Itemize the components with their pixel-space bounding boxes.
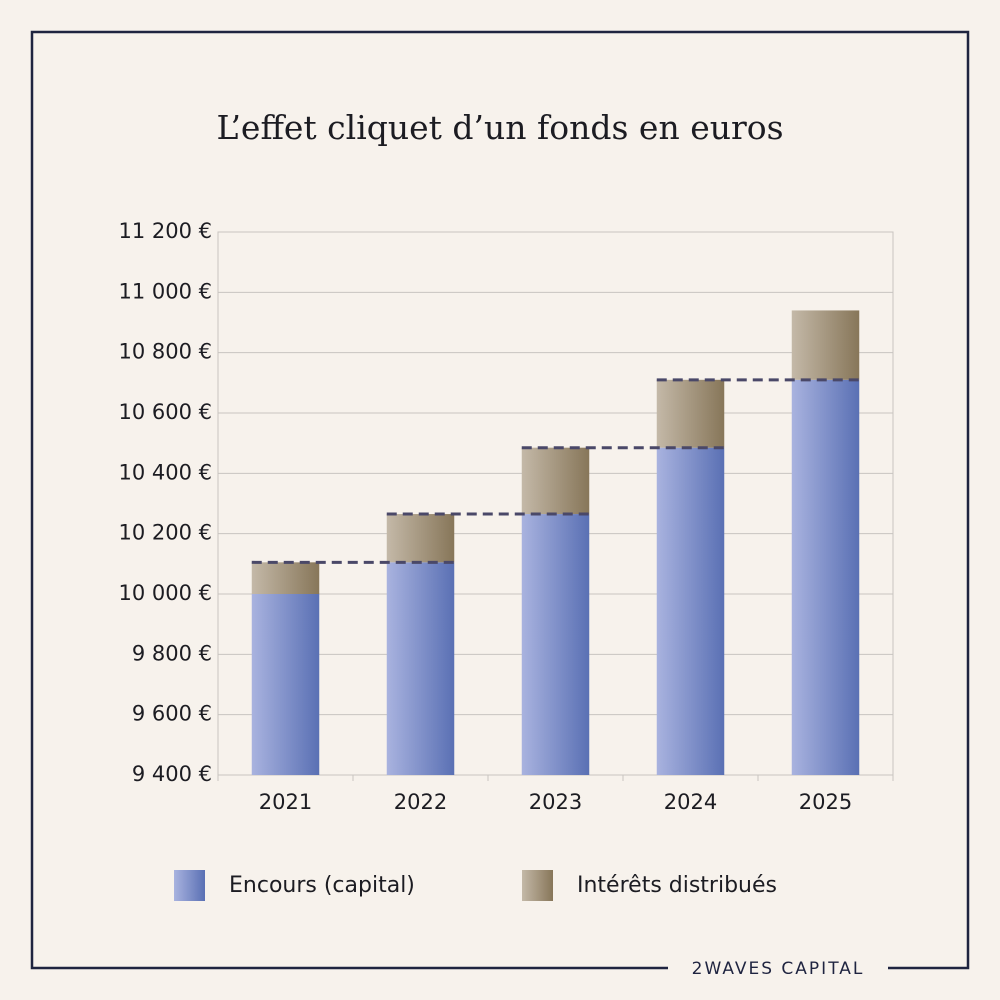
x-tick-label: 2022 [394,790,447,814]
bar-segment [656,447,725,775]
x-tick-label: 2025 [799,790,852,814]
y-tick-label: 10 200 € [118,521,212,545]
legend-swatch [174,870,205,901]
bar-segment [791,310,860,380]
bar-segment [521,514,590,775]
bar-segment [251,562,320,594]
y-tick-label: 10 400 € [118,460,212,484]
y-tick-label: 11 000 € [118,279,212,303]
legend-label: Encours (capital) [229,873,415,898]
bar-segment [386,562,455,775]
x-tick-label: 2024 [664,790,717,814]
footer-brand: 2WAVES CAPITAL [692,959,865,979]
y-tick-label: 11 200 € [118,219,212,243]
y-tick-label: 9 800 € [132,641,212,665]
y-tick-label: 10 800 € [118,340,212,364]
y-tick-label: 9 600 € [132,702,212,726]
legend-swatch [522,870,553,901]
x-tick-label: 2023 [529,790,582,814]
frame [30,30,970,970]
bar-segment [656,379,725,448]
chart-title: L’effet cliquet d’un fonds en euros [216,108,783,147]
bar-segment [251,594,320,775]
x-tick-label: 2021 [259,790,312,814]
y-tick-label: 10 600 € [118,400,212,424]
y-tick-label: 9 400 € [132,762,212,786]
bar-segment [791,379,860,775]
y-tick-label: 10 000 € [118,581,212,605]
bar-segment [386,514,455,563]
bar-segment [521,447,590,515]
legend-label: Intérêts distribués [577,873,777,898]
